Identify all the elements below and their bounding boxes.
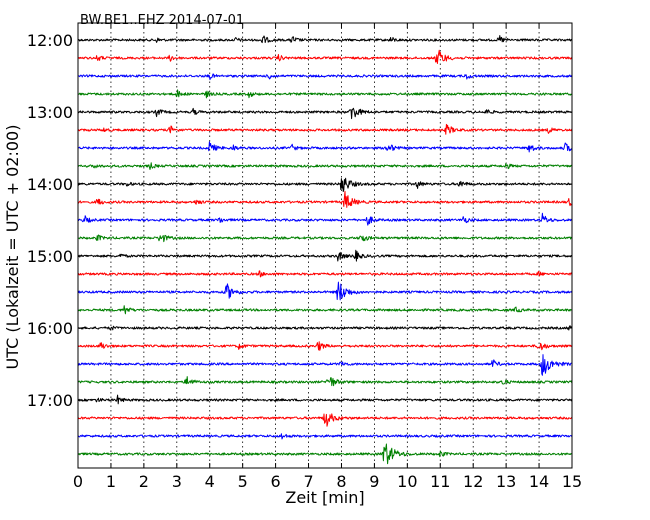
x-tick-label: 5	[238, 472, 248, 491]
x-tick-label: 3	[172, 472, 182, 491]
x-tick-label: 6	[271, 472, 281, 491]
x-tick-label: 10	[397, 472, 417, 491]
x-tick-label: 0	[73, 472, 83, 491]
x-tick-label: 13	[496, 472, 516, 491]
trace-line-15:30	[77, 281, 573, 301]
trace-line-15:45	[77, 305, 573, 315]
x-tick-label: 11	[430, 472, 450, 491]
y-tick-label: 16:00	[27, 319, 73, 338]
trace-line-17:00	[77, 394, 573, 405]
axis-ticks: 0 1 2 3 4 5 6 7 8 9 10 11 12 13 14 1512:0013:0014:0015:…	[27, 23, 582, 491]
chart-title: BW.BE1..EHZ 2014-07-01	[80, 13, 244, 28]
trace-line-16:15	[77, 341, 573, 351]
x-tick-label: 15	[562, 472, 582, 491]
trace-line-16:00	[77, 325, 573, 331]
trace-line-13:30	[77, 141, 573, 153]
trace-line-17:30	[77, 433, 573, 440]
x-tick-label: 14	[529, 472, 549, 491]
trace-group	[77, 35, 573, 465]
x-tick-label: 2	[139, 472, 149, 491]
x-axis-label: Zeit [min]	[285, 488, 364, 507]
trace-line-13:45	[77, 162, 573, 170]
trace-line-14:00	[77, 177, 572, 193]
x-tick-label: 7	[303, 472, 313, 491]
trace-line-14:45	[77, 234, 572, 243]
trace-line-16:45	[77, 376, 573, 387]
trace-line-16:30	[77, 354, 572, 376]
y-tick-label: 14:00	[27, 175, 73, 194]
trace-line-13:15	[77, 123, 573, 135]
x-tick-label: 9	[369, 472, 379, 491]
trace-line-12:00	[77, 35, 573, 44]
y-tick-label: 15:00	[27, 247, 73, 266]
trace-line-15:00	[77, 249, 573, 262]
trace-line-12:45	[77, 89, 573, 99]
trace-line-12:15	[77, 49, 573, 64]
trace-line-17:45	[77, 443, 572, 465]
y-tick-label: 12:00	[27, 31, 73, 50]
trace-line-15:15	[77, 270, 573, 278]
grid-lines	[110, 23, 540, 468]
trace-line-14:15	[77, 190, 572, 208]
plot-frame	[77, 22, 573, 469]
trace-line-12:30	[77, 73, 573, 81]
trace-line-13:00	[77, 107, 573, 120]
y-tick-label: 17:00	[27, 391, 73, 410]
x-tick-label: 4	[205, 472, 215, 491]
x-tick-label: 12	[463, 472, 483, 491]
y-tick-label: 13:00	[27, 103, 73, 122]
x-tick-label: 1	[106, 472, 116, 491]
trace-line-14:30	[77, 212, 573, 226]
trace-line-17:15	[77, 413, 573, 427]
y-axis-label: UTC (Lokalzeit = UTC + 02:00)	[3, 125, 22, 370]
x-tick-label: 8	[336, 472, 346, 491]
